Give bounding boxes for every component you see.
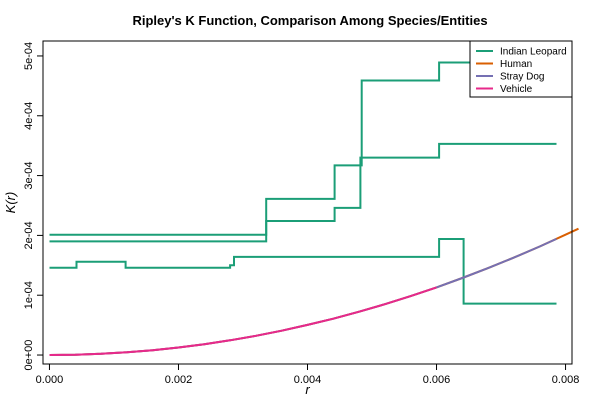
y-tick-label: 1e-04: [23, 281, 35, 309]
legend-label-stray-dog: Stray Dog: [500, 72, 544, 83]
y-tick-label: 2e-04: [23, 221, 35, 249]
series-line-vehicle-5: [49, 286, 437, 356]
x-axis-label: r: [305, 382, 310, 397]
x-axis: 0.000 0.002 0.004 0.006 0.008: [36, 363, 580, 386]
series-line-indian-leopard-0: [49, 61, 557, 236]
x-tick-label: 0.006: [423, 374, 451, 386]
chart-title: Ripley's K Function, Comparison Among Sp…: [132, 13, 487, 28]
x-tick-label: 0.004: [294, 374, 322, 386]
y-axis-label-group: K(r): [3, 192, 18, 214]
series-line-indian-leopard-1: [49, 142, 557, 243]
x-tick-label: 0.008: [552, 374, 580, 386]
x-tick-label: 0.000: [36, 374, 64, 386]
legend-label-indian-leopard: Indian Leopard: [500, 47, 567, 58]
legend-label-human: Human: [500, 59, 532, 70]
series-line-human-3: [49, 227, 579, 356]
y-tick-label: 5e-04: [23, 42, 35, 70]
legend-label-vehicle: Vehicle: [500, 84, 533, 95]
y-axis: 0e+00 1e-04 2e-04 3e-04 4e-04 5e-04: [23, 42, 44, 371]
y-axis-label: K(r): [3, 192, 18, 214]
y-tick-label: 3e-04: [23, 162, 35, 190]
series-line-indian-leopard-2: [49, 238, 557, 305]
y-tick-label: 4e-04: [23, 102, 35, 130]
x-tick-label: 0.002: [165, 374, 193, 386]
y-tick-label: 0e+00: [23, 340, 35, 371]
series-layer: [49, 61, 579, 356]
